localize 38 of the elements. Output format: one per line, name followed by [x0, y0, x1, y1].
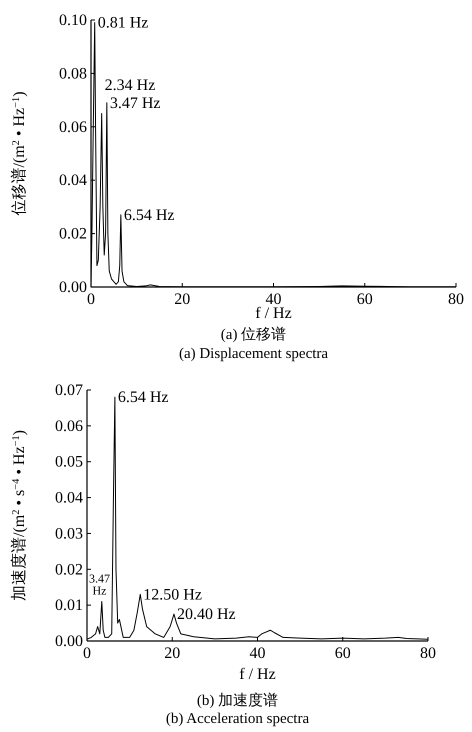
annotation: 2.34 Hz: [104, 76, 156, 94]
x-axis-title: f / Hz: [255, 305, 292, 322]
annotation: 20.40 Hz: [176, 606, 236, 624]
text: (b) Acceleration spectra: [166, 711, 310, 727]
x-tick-label: 40: [250, 645, 266, 662]
y-tick-label: 0.06: [59, 118, 87, 136]
annotation: 3.47 Hz: [89, 572, 110, 598]
text: (a) 位移谱: [220, 326, 286, 343]
x-tick-label: 20: [174, 291, 190, 308]
x-tick-label: 0: [87, 291, 95, 308]
x-tick-label: 20: [164, 645, 180, 662]
y-tick-label: 0.10: [59, 12, 87, 29]
annotation: 6.54 Hz: [118, 389, 169, 406]
y-tick-label: 0.03: [55, 525, 83, 542]
y-tick-label: 0.00: [55, 633, 83, 650]
text: (b) 加速度谱: [196, 692, 278, 709]
x-tick-label: 60: [356, 291, 373, 308]
y-tick-label: 0.00: [59, 279, 87, 296]
x-tick-label: 80: [420, 645, 436, 662]
y-tick-label: 0.05: [55, 454, 83, 471]
y-tick-label: 0.06: [55, 418, 83, 435]
text: (a) Displacement spectra: [178, 346, 328, 362]
y-tick-label: 0.04: [55, 490, 83, 507]
annotation: 12.50 Hz: [143, 586, 202, 604]
y-tick-label: 0.02: [55, 561, 83, 578]
annotation: 6.54 Hz: [124, 206, 174, 224]
x-tick-label: 60: [334, 645, 351, 662]
y-tick-label: 0.04: [59, 172, 87, 190]
x-axis-title: f / Hz: [239, 666, 276, 683]
y-tick-label: 0.08: [59, 65, 87, 82]
y-tick-label: 0.07: [55, 382, 83, 399]
annotation: 3.47 Hz: [110, 94, 160, 112]
y-tick-label: 0.01: [55, 597, 83, 614]
annotation: 0.81 Hz: [98, 14, 148, 32]
x-tick-label: 0: [83, 645, 91, 662]
x-tick-label: 40: [266, 291, 282, 308]
x-tick-label: 80: [448, 291, 464, 308]
y-tick-label: 0.02: [59, 226, 87, 243]
